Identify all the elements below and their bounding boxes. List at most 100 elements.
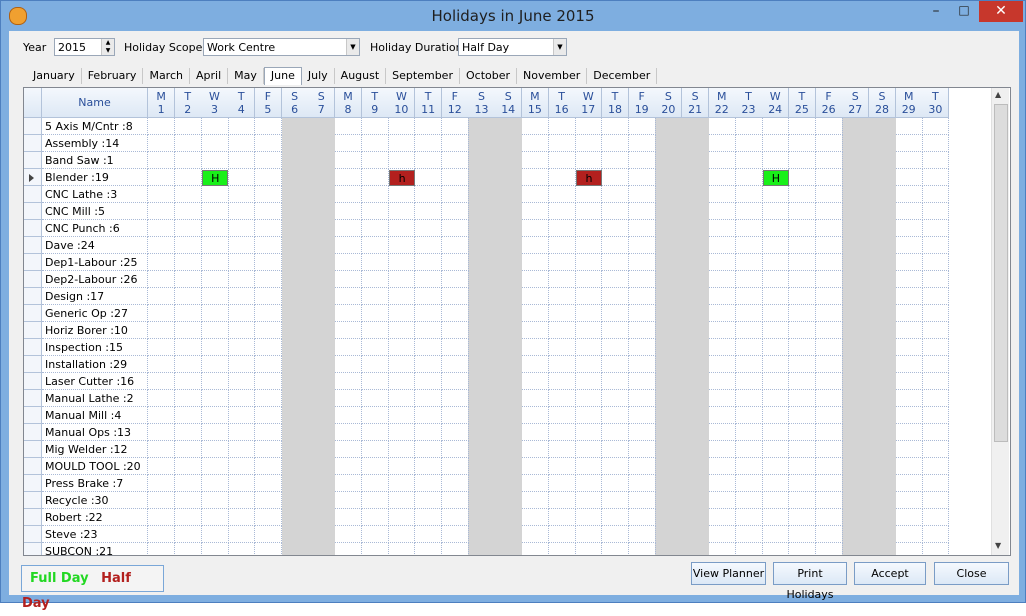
day-cell[interactable] [548, 254, 576, 271]
day-cell[interactable] [735, 220, 763, 237]
day-cell[interactable] [334, 458, 363, 475]
day-cell[interactable] [762, 543, 790, 555]
day-cell[interactable] [895, 526, 923, 543]
day-cell[interactable] [735, 424, 763, 441]
day-cell[interactable] [521, 186, 549, 203]
day-cell[interactable] [548, 356, 576, 373]
day-cell[interactable] [788, 322, 816, 339]
day-cell[interactable] [895, 237, 923, 254]
day-cell[interactable] [922, 458, 950, 475]
day-cell[interactable] [148, 271, 176, 288]
month-tab[interactable]: January [27, 68, 82, 84]
day-cell[interactable] [254, 237, 282, 254]
day-cell[interactable] [254, 135, 282, 152]
day-cell[interactable] [815, 186, 843, 203]
day-cell[interactable] [601, 441, 630, 458]
day-cell[interactable] [441, 254, 469, 271]
day-cell[interactable] [575, 186, 603, 203]
day-cell[interactable] [415, 424, 443, 441]
holiday-cell[interactable]: H [763, 170, 789, 186]
day-cell[interactable] [628, 152, 656, 169]
day-cell[interactable] [441, 288, 469, 305]
day-cell[interactable] [521, 441, 549, 458]
day-cell[interactable] [174, 254, 202, 271]
day-cell[interactable] [815, 305, 843, 322]
day-cell[interactable] [788, 135, 816, 152]
day-cell[interactable] [148, 356, 176, 373]
day-cell[interactable] [388, 475, 416, 492]
day-cell[interactable] [415, 135, 443, 152]
day-cell[interactable] [441, 356, 469, 373]
day-cell[interactable] [228, 424, 256, 441]
day-cell[interactable] [895, 407, 923, 424]
day-cell[interactable] [228, 305, 256, 322]
day-cell[interactable] [762, 441, 790, 458]
button[interactable]: Print Holidays [773, 562, 847, 601]
day-cell[interactable] [628, 373, 656, 390]
month-tab[interactable]: September [386, 68, 460, 84]
day-cell[interactable] [174, 288, 202, 305]
day-cell[interactable] [201, 271, 229, 288]
day-cell[interactable] [334, 322, 363, 339]
month-tab[interactable]: April [190, 68, 229, 84]
day-cell[interactable] [174, 169, 202, 186]
day-cell[interactable] [201, 492, 229, 509]
day-cell[interactable] [254, 118, 282, 135]
day-cell[interactable] [148, 373, 176, 390]
day-cell[interactable] [789, 543, 816, 555]
day-cell[interactable] [575, 373, 603, 390]
day-cell[interactable] [575, 237, 603, 254]
day-cell[interactable] [895, 390, 923, 407]
day-cell[interactable] [575, 152, 603, 169]
day-cell[interactable] [709, 543, 736, 555]
day-cell[interactable] [254, 356, 282, 373]
day-cell[interactable] [174, 118, 202, 135]
day-cell[interactable] [388, 288, 416, 305]
day-cell[interactable] [361, 237, 389, 254]
day-cell[interactable] [735, 203, 763, 220]
day-cell[interactable] [415, 237, 443, 254]
day-cell[interactable] [762, 186, 790, 203]
day-cell[interactable] [334, 407, 363, 424]
day-cell[interactable] [415, 441, 443, 458]
day-cell[interactable] [708, 305, 736, 322]
day-cell[interactable] [415, 390, 443, 407]
day-cell[interactable] [735, 526, 763, 543]
day-cell[interactable] [415, 373, 443, 390]
day-cell[interactable] [334, 220, 363, 237]
day-cell[interactable] [388, 390, 416, 407]
day-cell[interactable] [548, 509, 576, 526]
day-cell[interactable] [895, 186, 923, 203]
day-cell[interactable] [815, 407, 843, 424]
day-cell[interactable] [361, 339, 389, 356]
day-cell[interactable] [708, 509, 736, 526]
day-cell[interactable] [334, 271, 363, 288]
day-cell[interactable] [601, 509, 630, 526]
day-cell[interactable] [201, 288, 229, 305]
day-cell[interactable] [388, 526, 416, 543]
day-cell[interactable] [788, 373, 816, 390]
day-cell[interactable] [895, 220, 923, 237]
month-tab[interactable]: November [517, 68, 588, 84]
day-cell[interactable] [548, 424, 576, 441]
day-cell[interactable] [201, 407, 229, 424]
day-cell[interactable] [708, 526, 736, 543]
button[interactable]: Close [934, 562, 1009, 585]
day-cell[interactable] [788, 186, 816, 203]
day-cell[interactable] [521, 492, 549, 509]
day-cell[interactable] [521, 509, 549, 526]
day-cell[interactable] [601, 407, 630, 424]
day-cell[interactable] [228, 509, 256, 526]
day-cell[interactable] [922, 186, 950, 203]
day-cell[interactable] [922, 407, 950, 424]
day-cell[interactable] [388, 271, 416, 288]
day-cell[interactable] [548, 458, 576, 475]
day-cell[interactable] [601, 305, 630, 322]
day-cell[interactable] [788, 492, 816, 509]
day-cell[interactable] [441, 305, 469, 322]
day-cell[interactable] [521, 203, 549, 220]
day-cell[interactable] [922, 254, 950, 271]
day-cell[interactable] [361, 424, 389, 441]
day-cell[interactable] [815, 152, 843, 169]
day-cell[interactable] [361, 135, 389, 152]
